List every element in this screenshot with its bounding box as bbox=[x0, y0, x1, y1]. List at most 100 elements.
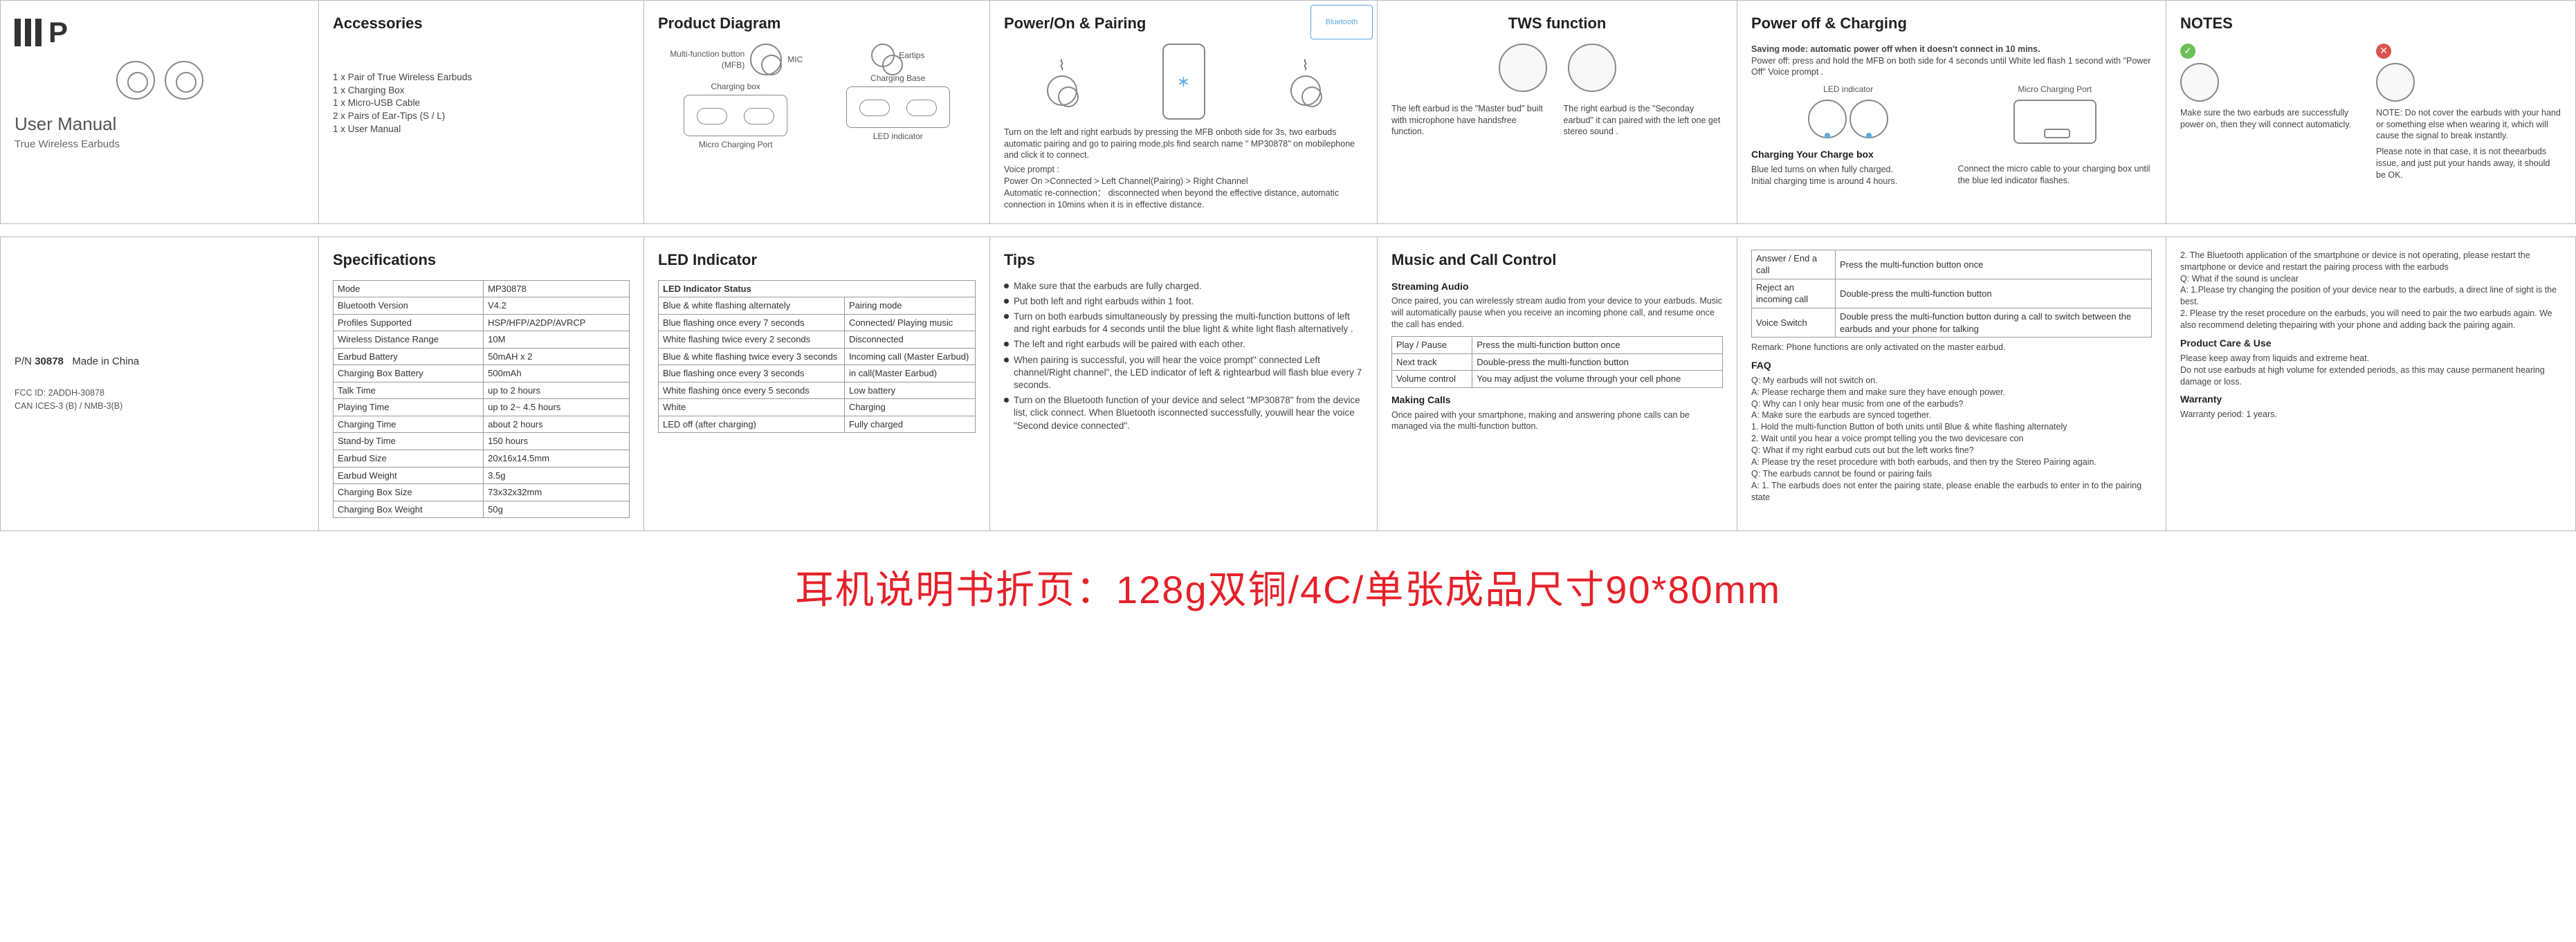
table-row: Earbud Size20x16x14.5mm bbox=[334, 450, 630, 467]
table-row: ModeMP30878 bbox=[334, 280, 630, 297]
table-row: Earbud Battery50mAH x 2 bbox=[334, 348, 630, 365]
pairing-body3: Power On >Connected > Left Channel(Pairi… bbox=[1004, 176, 1363, 187]
notes-no1: NOTE: Do not cover the earbuds with your… bbox=[2376, 107, 2561, 142]
tips-heading: Tips bbox=[1004, 250, 1363, 270]
faq-qa: Q: My earbuds will not switch on.A: Plea… bbox=[1751, 375, 2152, 504]
faq-line: Q: What if my right earbud cuts out but … bbox=[1751, 445, 2152, 456]
table-row: Volume controlYou may adjust the volume … bbox=[1392, 371, 1723, 388]
table-row: Blue & white flashing alternatelyPairing… bbox=[659, 297, 976, 315]
care-b1: 2. The Bluetooth application of the smar… bbox=[2180, 250, 2561, 273]
footer-chinese: 耳机说明书折页：128g双铜/4C/单张成品尺寸90*80mm bbox=[0, 531, 2576, 643]
table-row: Blue flashing once every 7 secondsConnec… bbox=[659, 314, 976, 331]
warranty: Warranty period: 1 years. bbox=[2180, 409, 2561, 421]
pairing-heading: Power/On & Pairing bbox=[1004, 13, 1363, 34]
calls-body: Once paired with your smartphone, making… bbox=[1391, 409, 1723, 433]
list-item: Turn on both earbuds simultaneously by p… bbox=[1004, 311, 1363, 335]
panel-tws: TWS function The left earbud is the "Mas… bbox=[1378, 1, 1737, 223]
panel-music: Music and Call Control Streaming Audio O… bbox=[1378, 237, 1737, 530]
person-ok-icon bbox=[2180, 63, 2219, 102]
led-table: LED Indicator Status Blue & white flashi… bbox=[658, 280, 976, 434]
notes-ok: Make sure the two earbuds are successful… bbox=[2180, 107, 2365, 131]
table-row: Play / PausePress the multi-function but… bbox=[1392, 337, 1723, 354]
table-row: Answer / End a callPress the multi-funct… bbox=[1752, 250, 2152, 279]
care-head: Product Care & Use bbox=[2180, 337, 2561, 350]
accessory-item: 1 x Charging Box bbox=[333, 84, 630, 98]
panel-tips: Tips Make sure that the earbuds are full… bbox=[990, 237, 1378, 530]
led-table-head: LED Indicator Status bbox=[659, 280, 976, 297]
person-right-icon bbox=[1568, 44, 1616, 92]
accessories-heading: Accessories bbox=[333, 13, 630, 34]
table-row: Earbud Weight3.5g bbox=[334, 467, 630, 484]
care1: Please keep away from liquids and extrem… bbox=[2180, 353, 2561, 364]
accessory-item: 1 x User Manual bbox=[333, 123, 630, 136]
accessory-item: 1 x Micro-USB Cable bbox=[333, 97, 630, 110]
table-row: Voice SwitchDouble press the multi-funct… bbox=[1752, 308, 2152, 338]
earbud-illustration bbox=[15, 61, 304, 100]
faq-line: 2. Wait until you hear a voice prompt te… bbox=[1751, 433, 2152, 445]
list-item: When pairing is successful, you will hea… bbox=[1004, 354, 1363, 392]
table-row: Blue & white flashing twice every 3 seco… bbox=[659, 348, 976, 365]
faq-line: A: Make sure the earbuds are synced toge… bbox=[1751, 409, 2152, 421]
table-row: Talk Timeup to 2 hours bbox=[334, 382, 630, 399]
table-row: Playing Timeup to 2~ 4.5 hours bbox=[334, 399, 630, 416]
table-row: Blue flashing once every 3 secondsin cal… bbox=[659, 365, 976, 382]
table-row: Stand-by Time150 hours bbox=[334, 433, 630, 450]
accessories-list: 1 x Pair of True Wireless Earbuds1 x Cha… bbox=[333, 71, 630, 136]
panel-diagram: Product Diagram Multi-function button (M… bbox=[644, 1, 990, 223]
warranty-head: Warranty bbox=[2180, 393, 2561, 406]
table-row: LED off (after charging)Fully charged bbox=[659, 416, 976, 433]
panel-pn: P/N 30878 Made in China FCC ID: 2ADDH-30… bbox=[1, 237, 319, 530]
faq-line: A: 1. The earbuds does not enter the pai… bbox=[1751, 480, 2152, 504]
check-icon: ✓ bbox=[2180, 44, 2195, 59]
tws-heading: TWS function bbox=[1391, 13, 1723, 34]
table-row: Profiles SupportedHSP/HFP/A2DP/AVRCP bbox=[334, 314, 630, 331]
mfb-label: Multi-function button (MFB) bbox=[668, 48, 745, 71]
phone-icon: ∗ bbox=[1162, 44, 1205, 120]
panel-poweroff: Power off & Charging Saving mode: automa… bbox=[1737, 1, 2166, 223]
person-no-icon bbox=[2376, 63, 2415, 102]
charge-head: Charging Your Charge box bbox=[1751, 148, 1946, 161]
tips-list: Make sure that the earbuds are fully cha… bbox=[1004, 280, 1363, 432]
panel-accessories: Accessories 1 x Pair of True Wireless Ea… bbox=[319, 1, 644, 223]
care-b2: Q: What if the sound is unclear bbox=[2180, 273, 2561, 285]
faq-line: Q: The earbuds cannot be found or pairin… bbox=[1751, 468, 2152, 480]
pn-line: P/N 30878 Made in China bbox=[15, 355, 304, 369]
panel-notes: NOTES ✓ Make sure the two earbuds are su… bbox=[2166, 1, 2575, 223]
care-b3: A: 1.Please try changing the position of… bbox=[2180, 284, 2561, 308]
notes-no2: Please note in that case, it is not thee… bbox=[2376, 146, 2561, 181]
accessory-item: 2 x Pairs of Ear-Tips (S / L) bbox=[333, 110, 630, 123]
music-table: Play / PausePress the multi-function but… bbox=[1391, 336, 1723, 388]
port-label: Micro Charging Port bbox=[1958, 84, 2153, 95]
panel-logo: P User Manual True Wireless Earbuds bbox=[1, 1, 319, 223]
table-row: Charging Timeabout 2 hours bbox=[334, 416, 630, 433]
accessory-item: 1 x Pair of True Wireless Earbuds bbox=[333, 71, 630, 84]
table-row: WhiteCharging bbox=[659, 399, 976, 416]
row-top: P User Manual True Wireless Earbuds Acce… bbox=[0, 0, 2576, 224]
table-row: Charging Box Weight50g bbox=[334, 501, 630, 518]
faq-table: Answer / End a callPress the multi-funct… bbox=[1751, 250, 2152, 338]
table-row: Bluetooth VersionV4.2 bbox=[334, 297, 630, 315]
table-row: Next trackDouble-press the multi-functio… bbox=[1392, 353, 1723, 371]
stream-body: Once paired, you can wirelessly stream a… bbox=[1391, 295, 1723, 331]
tws-left: The left earbud is the "Master bud" buil… bbox=[1391, 103, 1551, 138]
saving-mode: Saving mode: automatic power off when it… bbox=[1751, 44, 2152, 55]
user-manual-subtitle: True Wireless Earbuds bbox=[15, 138, 304, 151]
tws-right: The right earbud is the "Seconday earbud… bbox=[1564, 103, 1724, 138]
table-row: Charging Box Battery500mAh bbox=[334, 365, 630, 382]
faq-line: Q: Why can I only hear music from one of… bbox=[1751, 398, 2152, 410]
table-row: Reject an incoming callDouble-press the … bbox=[1752, 279, 2152, 308]
specs-heading: Specifications bbox=[333, 250, 630, 270]
poweroff-heading: Power off & Charging bbox=[1751, 13, 2152, 34]
charge1: Blue led turns on when fully charged. bbox=[1751, 164, 1946, 176]
poweroff-text: Power off: press and hold the MFB on bot… bbox=[1751, 55, 2152, 79]
diagram-heading: Product Diagram bbox=[658, 13, 976, 34]
list-item: Put both left and right earbuds within 1… bbox=[1004, 295, 1363, 308]
can-ices: CAN ICES-3 (B) / NMB-3(B) bbox=[15, 400, 304, 413]
care2: Do not use earbuds at high volume for ex… bbox=[2180, 364, 2561, 388]
connect-text: Connect the micro cable to your charging… bbox=[1958, 163, 2153, 187]
stream-head: Streaming Audio bbox=[1391, 280, 1723, 293]
table-row: White flashing twice every 2 secondsDisc… bbox=[659, 331, 976, 349]
faq-line: Q: My earbuds will not switch on. bbox=[1751, 375, 2152, 387]
pairing-body1: Turn on the left and right earbuds by pr… bbox=[1004, 127, 1363, 162]
table-row: Charging Box Size73x32x32mm bbox=[334, 484, 630, 501]
